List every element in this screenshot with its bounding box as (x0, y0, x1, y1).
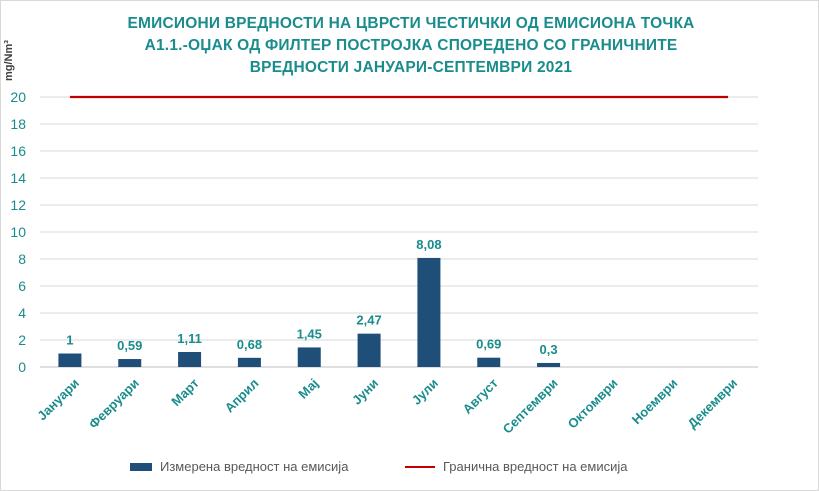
bar (118, 359, 142, 367)
legend-item-limit: Гранична вредност на емисија (405, 459, 627, 474)
y-tick-label: 6 (18, 278, 26, 294)
x-tick-label: Мај (295, 376, 321, 402)
bar-data-label: 2,47 (356, 313, 381, 328)
bar-data-label: 0,3 (540, 342, 558, 357)
bar-data-label: 1 (66, 333, 73, 348)
x-tick-label: Септември (500, 376, 561, 437)
bar (178, 352, 202, 367)
x-tick-label: Јануари (34, 376, 82, 424)
y-tick-label: 2 (18, 332, 26, 348)
bar-data-label: 1,45 (297, 326, 322, 341)
x-tick-label: Февруари (86, 376, 142, 432)
y-tick-label: 4 (18, 305, 26, 321)
bar-data-label: 0,69 (476, 337, 501, 352)
y-tick-label: 10 (10, 224, 26, 240)
bar (417, 257, 441, 367)
x-tick-label: Јули (409, 376, 441, 408)
bar (237, 357, 261, 367)
chart-title: ЕМИСИОНИ ВРЕДНОСТИ НА ЦВРСТИ ЧЕСТИЧКИ ОД… (41, 13, 781, 79)
legend-item-measured: Измерена вредност на емисија (130, 459, 348, 474)
bar-data-label: 0,59 (117, 338, 142, 353)
chart-title-line-1: ЕМИСИОНИ ВРЕДНОСТИ НА ЦВРСТИ ЧЕСТИЧКИ ОД… (127, 15, 695, 32)
x-tick-label: Март (168, 376, 201, 409)
legend-label-measured: Измерена вредност на емисија (160, 459, 349, 474)
bar (357, 333, 381, 367)
y-tick-label: 12 (10, 197, 26, 213)
chart-title-line-3: ВРЕДНОСТИ ЈАНУАРИ-СЕПТЕМВРИ 2021 (249, 59, 573, 76)
y-tick-label: 20 (10, 89, 26, 105)
x-tick-label: Ноември (629, 376, 681, 428)
x-tick-label: Август (460, 376, 501, 417)
bar (58, 353, 82, 367)
bar-data-label: 8,08 (416, 237, 441, 252)
x-tick-label: Декември (685, 376, 741, 432)
y-tick-label: 16 (10, 143, 26, 159)
x-tick-label: Октомври (565, 376, 621, 432)
bar (297, 347, 321, 367)
x-tick-label: Април (222, 376, 262, 416)
x-tick-label: Јуни (349, 376, 381, 408)
bar-data-label: 0,68 (237, 337, 262, 352)
y-tick-label: 0 (18, 359, 26, 375)
legend-label-limit: Гранична вредност на емисија (443, 459, 628, 474)
y-tick-label: 18 (10, 116, 26, 132)
bar (537, 362, 561, 367)
bar (477, 357, 501, 367)
legend-swatch-bar (130, 462, 152, 471)
bar-data-label: 1,11 (177, 331, 202, 346)
y-tick-label: 8 (18, 251, 26, 267)
y-tick-label: 14 (10, 170, 26, 186)
chart-title-line-2: А1.1.-ОЏАК ОД ФИЛТЕР ПОСТРОЈКА СПОРЕДЕНО… (144, 37, 678, 54)
legend-swatch-line (405, 465, 435, 468)
